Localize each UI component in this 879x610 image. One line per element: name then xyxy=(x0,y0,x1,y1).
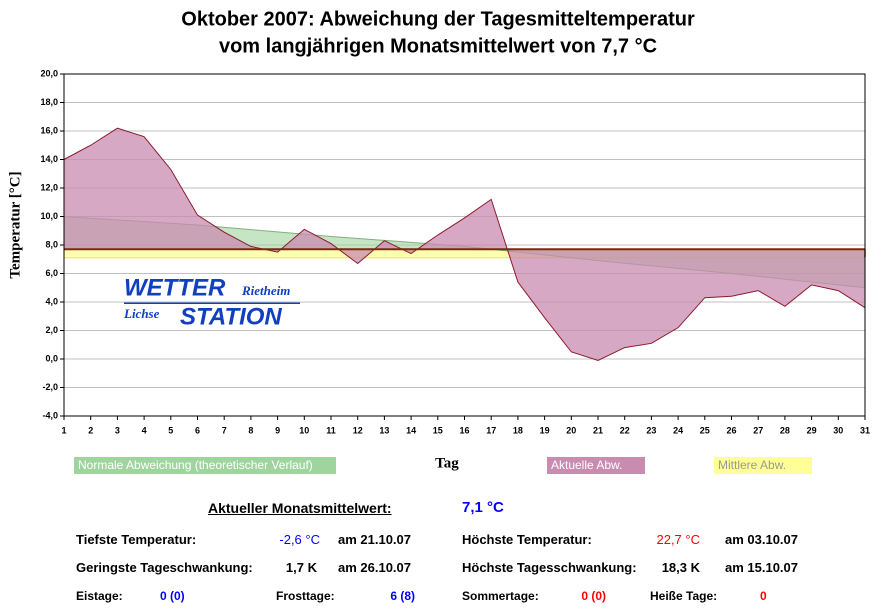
y-tick-label: 18,0 xyxy=(40,97,58,107)
stat-label: Höchste Tagesschwankung: xyxy=(462,560,637,575)
x-tick-label: 3 xyxy=(115,425,120,435)
legend-swatch xyxy=(547,457,645,474)
x-tick-label: 30 xyxy=(833,425,843,435)
stat-date: am 21.10.07 xyxy=(338,532,412,547)
x-tick-label: 27 xyxy=(753,425,763,435)
stat-date: am 15.10.07 xyxy=(725,560,799,575)
x-tick-label: 10 xyxy=(299,425,309,435)
logo-text: STATION xyxy=(180,303,282,330)
x-tick-label: 26 xyxy=(726,425,736,435)
stat-value: 22,7 °C xyxy=(656,532,700,547)
stat-label: Tiefste Temperatur: xyxy=(76,532,197,547)
legend-label: Mittlere Abw. xyxy=(718,458,786,472)
x-tick-label: 4 xyxy=(142,425,147,435)
x-tick-label: 13 xyxy=(379,425,389,435)
stat-date: am 03.10.07 xyxy=(725,532,799,547)
stat-value: 18,3 K xyxy=(661,560,700,575)
logo: WETTER Rietheim Lichse STATION xyxy=(123,274,300,330)
x-tick-label: 21 xyxy=(593,425,603,435)
stat-label: Sommertage: xyxy=(462,589,539,603)
stat-value: 0 xyxy=(760,589,767,603)
x-tick-label: 8 xyxy=(248,425,253,435)
x-tick-label: 5 xyxy=(168,425,173,435)
x-axis-label: Tag xyxy=(435,455,459,471)
plot-area: -4,0 -2,0 0,0 2,0 4,0 6,0 8,0 10,0 12,0 14,0 16,0 1… xyxy=(40,68,870,435)
x-tick-label: 1 xyxy=(61,425,66,435)
legend-label: Aktuelle Abw. xyxy=(551,458,622,472)
stat-label: Eistage: xyxy=(76,589,123,603)
plot-frame xyxy=(63,73,866,417)
y-tick-label: 2,0 xyxy=(45,325,58,335)
area-fill xyxy=(64,216,865,288)
y-tick-label: 4,0 xyxy=(45,296,58,306)
y-tick-label: 10,0 xyxy=(40,211,58,221)
x-tick-label: 14 xyxy=(406,425,416,435)
stat-label: Aktueller Monatsmittelwert: xyxy=(208,500,392,516)
stat-label: Heiße Tage: xyxy=(650,589,718,603)
legend-swatch xyxy=(714,457,812,474)
x-tick-label: 20 xyxy=(566,425,576,435)
stat-value: 7,1 °C xyxy=(462,499,504,516)
stat-value: 1,7 K xyxy=(285,560,317,575)
stat-label: Geringste Tageschwankung: xyxy=(76,560,253,575)
x-tick-label: 7 xyxy=(222,425,227,435)
x-tick-label: 9 xyxy=(275,425,280,435)
logo-text: Lichse xyxy=(123,306,160,321)
x-tick-label: 11 xyxy=(326,425,336,435)
logo-text: Rietheim xyxy=(241,283,290,298)
area-fill xyxy=(64,128,865,361)
x-tick-label: 31 xyxy=(860,425,870,435)
x-tick-label: 19 xyxy=(540,425,550,435)
y-tick-label: 20,0 xyxy=(40,68,58,78)
series-line xyxy=(63,127,866,361)
x-tick-label: 18 xyxy=(513,425,523,435)
x-tick-label: 15 xyxy=(433,425,443,435)
stat-label: Höchste Temperatur: xyxy=(462,532,592,547)
stat-value: 6 (8) xyxy=(390,589,415,603)
y-tick-label: 12,0 xyxy=(40,182,58,192)
logo-text: WETTER xyxy=(124,274,226,301)
chart: Oktober 2007: Abweichung der Tagesmittel… xyxy=(7,8,870,474)
chart-title: Oktober 2007: Abweichung der Tagesmittel… xyxy=(181,8,695,30)
y-tick-label: -4,0 xyxy=(42,410,58,420)
stat-value: -2,6 °C xyxy=(279,532,320,547)
y-tick-label: -2,0 xyxy=(42,382,58,392)
stat-date: am 26.10.07 xyxy=(338,560,412,575)
x-tick-label: 12 xyxy=(353,425,363,435)
x-tick-label: 24 xyxy=(673,425,683,435)
x-tick-label: 16 xyxy=(459,425,469,435)
x-tick-label: 29 xyxy=(807,425,817,435)
y-tick-label: 8,0 xyxy=(45,239,58,249)
legend-swatch xyxy=(74,457,336,474)
x-tick-label: 28 xyxy=(780,425,790,435)
x-tick-label: 22 xyxy=(620,425,630,435)
stat-value: 0 (0) xyxy=(160,589,185,603)
y-tick-label: 14,0 xyxy=(40,154,58,164)
chart-title: vom langjährigen Monatsmittelwert von 7,… xyxy=(219,35,657,57)
y-tick-label: 0,0 xyxy=(45,353,58,363)
x-tick-label: 6 xyxy=(195,425,200,435)
legend-label: Normale Abweichung (theoretischer Verlau… xyxy=(78,458,313,472)
y-tick-label: 16,0 xyxy=(40,125,58,135)
x-tick-label: 2 xyxy=(88,425,93,435)
x-tick-label: 25 xyxy=(700,425,710,435)
x-tick-label: 23 xyxy=(646,425,656,435)
x-tick-label: 17 xyxy=(486,425,496,435)
y-tick-label: 6,0 xyxy=(45,268,58,278)
y-axis-label: Temperatur [°C] xyxy=(7,171,23,278)
stat-label: Frosttage: xyxy=(276,589,335,603)
stat-value: 0 (0) xyxy=(581,589,606,603)
